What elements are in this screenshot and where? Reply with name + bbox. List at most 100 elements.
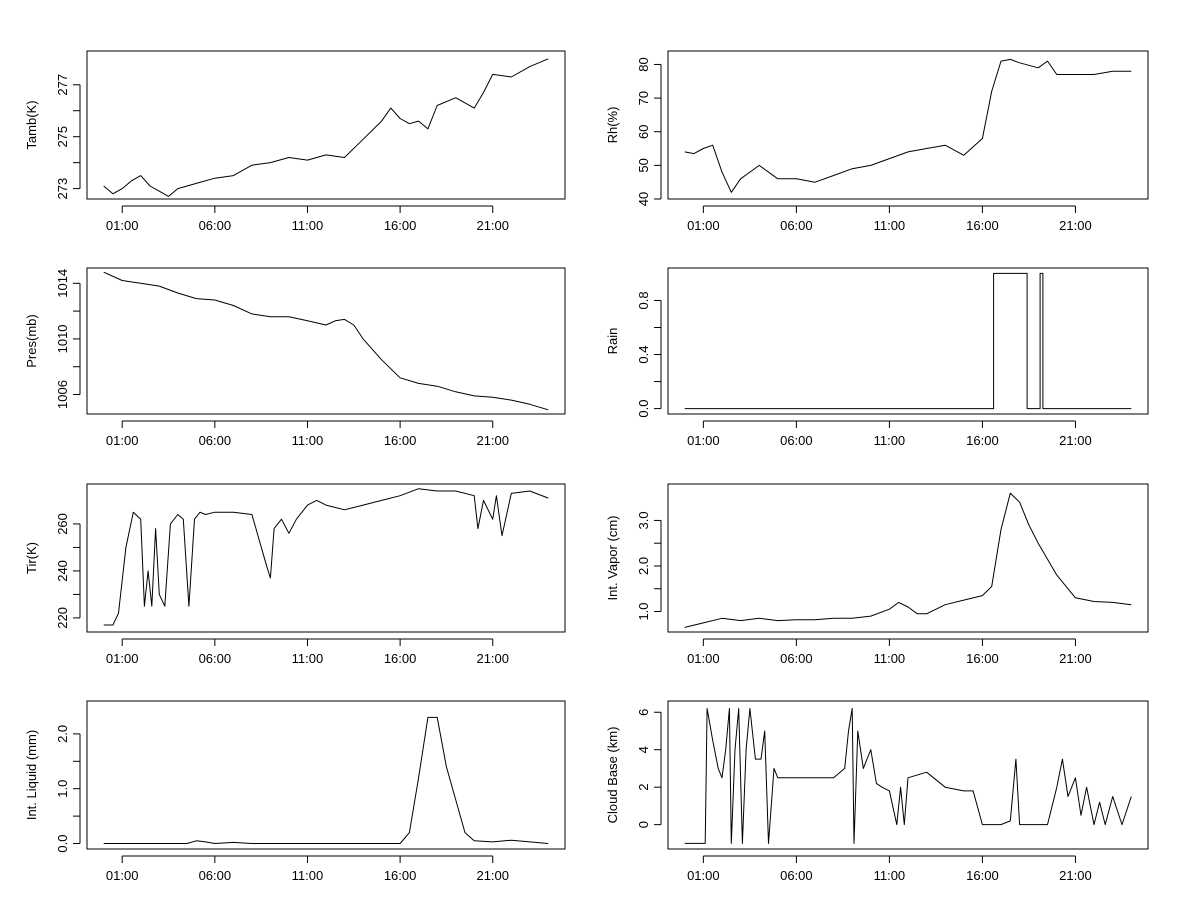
y-tick-label: 277 <box>55 74 70 96</box>
y-tick-label: 1006 <box>55 380 70 409</box>
y-axis-title: Int. Vapor (cm) <box>605 515 620 600</box>
x-tick-label: 11:00 <box>874 433 906 448</box>
y-tick-label: 80 <box>636 57 651 71</box>
series-line-rain <box>684 272 1132 410</box>
x-tick-label: 06:00 <box>199 433 232 448</box>
plot-frame <box>86 483 566 633</box>
x-tick-label: 06:00 <box>780 433 813 448</box>
plot-frame <box>86 50 566 200</box>
panel-cloud-base-km: 0 2 4 6 01:00 06:00 11:00 16:00 21:00 Cloud Base … <box>605 700 1149 883</box>
x-tick-label: 21:00 <box>476 433 509 448</box>
x-tick-label: 01:00 <box>687 651 720 666</box>
y-tick-label: 40 <box>636 192 651 206</box>
y-tick-label: 260 <box>55 513 70 535</box>
panel-int-vapor-cm: 1.0 2.0 3.0 01:00 06:00 11:00 16:00 21:00 Int. V… <box>605 483 1149 666</box>
y-tick-label: 70 <box>636 91 651 105</box>
series-line-tir-k <box>103 488 549 626</box>
y-tick-label: 6 <box>636 709 651 716</box>
y-tick-label: 2 <box>636 784 651 791</box>
y-tick-label: 1014 <box>55 269 70 298</box>
x-tick-label: 11:00 <box>292 218 324 233</box>
x-tick-label: 21:00 <box>476 651 509 666</box>
x-tick-label: 06:00 <box>199 218 232 233</box>
x-tick-label: 11:00 <box>292 651 324 666</box>
y-tick-label: 1.0 <box>55 780 70 798</box>
series-line-pres-mb <box>103 271 549 411</box>
y-tick-label: 2.0 <box>636 557 651 575</box>
x-tick-label: 16:00 <box>966 433 999 448</box>
panel-rain: 0.0 0.4 0.8 01:00 06:00 11:00 16:00 21:00 Rain <box>605 267 1149 448</box>
x-tick-label: 01:00 <box>687 433 720 448</box>
x-tick-label: 16:00 <box>966 651 999 666</box>
y-tick-label: 4 <box>636 746 651 753</box>
plot-frame <box>667 50 1149 200</box>
x-tick-label: 06:00 <box>780 651 813 666</box>
series-line-cloud-base-km <box>684 708 1132 844</box>
panel-int-liquid-mm: 0.0 1.0 2.0 01:00 06:00 11:00 16:00 21:00 Int. L… <box>24 700 566 883</box>
panel-rh: 40 50 60 70 80 01:00 06:00 11:00 16:00 21:00 Rh(%) <box>605 50 1149 233</box>
y-tick-label: 0 <box>636 821 651 828</box>
y-tick-label: 50 <box>636 158 651 172</box>
x-tick-label: 01:00 <box>106 218 139 233</box>
x-tick-label: 11:00 <box>292 433 324 448</box>
x-tick-label: 21:00 <box>476 218 509 233</box>
y-tick-label: 240 <box>55 560 70 582</box>
y-axis-title: Tamb(K) <box>24 100 39 149</box>
y-tick-label: 220 <box>55 607 70 629</box>
x-tick-label: 21:00 <box>1059 218 1092 233</box>
y-axis-title: Rh(%) <box>605 107 620 144</box>
x-tick-label: 01:00 <box>106 868 139 883</box>
x-tick-label: 06:00 <box>780 868 813 883</box>
y-axis-title: Rain <box>605 328 620 355</box>
x-tick-label: 06:00 <box>199 868 232 883</box>
series-line-rh <box>684 58 1132 193</box>
x-tick-label: 06:00 <box>199 651 232 666</box>
y-tick-label: 273 <box>55 178 70 200</box>
x-tick-label: 16:00 <box>966 218 999 233</box>
plot-frame <box>667 267 1149 415</box>
y-tick-label: 60 <box>636 124 651 138</box>
y-tick-label: 1.0 <box>636 602 651 620</box>
series-line-tamb-k <box>103 58 549 197</box>
x-tick-label: 11:00 <box>292 868 324 883</box>
x-tick-label: 21:00 <box>1059 651 1092 666</box>
y-tick-label: 0.0 <box>636 400 651 418</box>
y-tick-label: 0.4 <box>636 345 651 363</box>
panel-tir-k: 220 240 260 01:00 06:00 11:00 16:00 21:00 Tir(K) <box>24 483 566 666</box>
y-tick-label: 0.8 <box>636 291 651 309</box>
x-tick-label: 11:00 <box>874 218 906 233</box>
plot-frame <box>667 700 1149 850</box>
y-tick-label: 1010 <box>55 324 70 353</box>
x-tick-label: 06:00 <box>780 218 813 233</box>
plot-frame <box>86 700 566 850</box>
x-tick-label: 16:00 <box>966 868 999 883</box>
x-tick-label: 11:00 <box>874 651 906 666</box>
y-tick-label: 0.0 <box>55 834 70 852</box>
x-tick-label: 21:00 <box>1059 433 1092 448</box>
y-axis-title: Cloud Base (km) <box>605 727 620 824</box>
x-tick-label: 16:00 <box>384 868 417 883</box>
x-tick-label: 01:00 <box>106 651 139 666</box>
y-tick-label: 2.0 <box>55 725 70 743</box>
y-axis-title: Tir(K) <box>24 542 39 574</box>
x-tick-label: 16:00 <box>384 651 417 666</box>
y-tick-label: 3.0 <box>636 511 651 529</box>
y-tick-label: 275 <box>55 126 70 148</box>
x-tick-label: 01:00 <box>687 868 720 883</box>
x-tick-label: 11:00 <box>874 868 906 883</box>
y-axis-title: Pres(mb) <box>24 314 39 367</box>
x-tick-label: 01:00 <box>687 218 720 233</box>
plot-frame <box>667 483 1149 633</box>
series-line-int-vapor-cm <box>684 492 1132 628</box>
x-tick-label: 01:00 <box>106 433 139 448</box>
x-tick-label: 16:00 <box>384 433 417 448</box>
panel-tamb-k: 273 275 277 01:00 06:00 11:00 16:00 21:00 Tamb(K… <box>24 50 566 233</box>
plot-frame <box>86 267 566 415</box>
x-tick-label: 21:00 <box>476 868 509 883</box>
y-axis-title: Int. Liquid (mm) <box>24 730 39 820</box>
x-tick-label: 16:00 <box>384 218 417 233</box>
series-line-int-liquid-mm <box>103 716 549 844</box>
panel-pres-mb: 1006 1010 1014 01:00 06:00 11:00 16:00 21:00 Pre… <box>24 267 566 448</box>
x-tick-label: 21:00 <box>1059 868 1092 883</box>
